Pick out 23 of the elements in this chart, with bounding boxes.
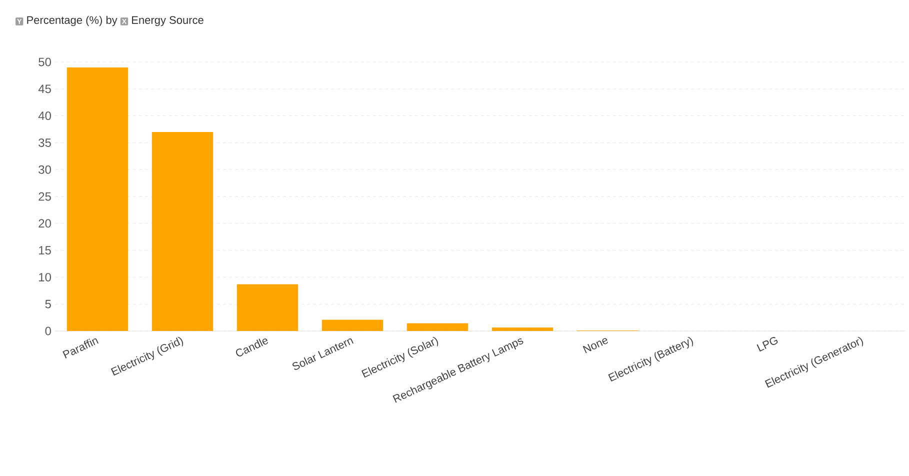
- x-tick-label: LPG: [756, 337, 778, 352]
- x-tick-label: Candle: [236, 338, 268, 356]
- chart-title: by: [106, 16, 118, 26]
- y-tick-label: 0: [45, 326, 52, 336]
- x-axis-title: Energy Source: [132, 16, 204, 26]
- bar: [236, 284, 298, 331]
- x-tick-label: None: [582, 338, 608, 354]
- bar: [152, 132, 214, 331]
- y-tick-label: 30: [38, 165, 52, 174]
- y-tick-label: 15: [39, 246, 51, 254]
- bar: [322, 320, 384, 331]
- y-axis-title: Percentage (%): [27, 16, 102, 26]
- bar: [66, 67, 128, 331]
- y-tick-label: 40: [38, 112, 52, 120]
- bar: [406, 323, 468, 331]
- bar: [492, 328, 554, 331]
- y-tick-label: 45: [38, 84, 51, 94]
- y-tick-label: 5: [45, 300, 51, 308]
- y-tick-label: 10: [39, 272, 52, 282]
- y-tick-label: 20: [38, 219, 52, 228]
- y-tick-label: 25: [38, 192, 51, 201]
- y-tick-label: 50: [38, 58, 52, 66]
- y-tick-label: 35: [38, 138, 51, 147]
